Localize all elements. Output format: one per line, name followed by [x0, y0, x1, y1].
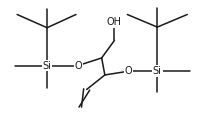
Text: Si: Si: [153, 66, 162, 76]
Text: O: O: [125, 66, 132, 76]
Text: Si: Si: [43, 60, 52, 71]
Text: OH: OH: [107, 17, 122, 27]
Text: O: O: [74, 60, 82, 71]
